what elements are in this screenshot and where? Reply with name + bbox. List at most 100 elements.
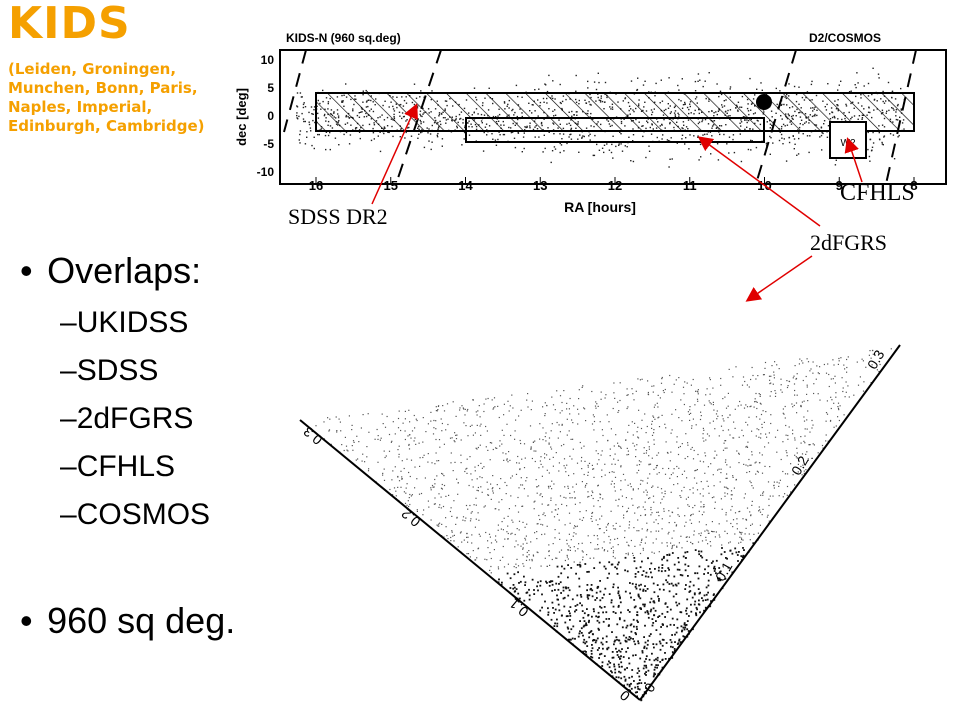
cone-dot (672, 595, 675, 598)
cone-dot (695, 469, 697, 471)
cone-dot (450, 462, 452, 464)
galaxy-dot (610, 151, 613, 154)
cone-dot (540, 523, 542, 525)
cone-dot (568, 631, 571, 634)
cone-dot (635, 390, 637, 392)
cone-dot (724, 447, 726, 449)
galaxy-dot (869, 160, 871, 162)
cone-dot (517, 565, 520, 567)
galaxy-dot (630, 160, 632, 162)
cone-dot (638, 675, 641, 678)
cone-dot (608, 561, 611, 564)
cone-dot (642, 590, 645, 592)
cone-dot (663, 555, 665, 558)
cone-dot (643, 660, 646, 663)
cone-dot (650, 562, 653, 565)
cone-dot (422, 441, 424, 443)
cone-dot (688, 536, 690, 538)
cone-dot (653, 552, 655, 554)
cone-dot (471, 511, 473, 513)
cone-dot (382, 474, 384, 476)
cone-dot (401, 460, 403, 462)
cone-dot (675, 379, 677, 381)
cone-dot (668, 531, 670, 533)
cone-dot (770, 375, 772, 377)
cone-dot (508, 451, 510, 453)
cone-dot (353, 441, 355, 443)
cone-dot (805, 469, 807, 471)
cone-dot (627, 638, 630, 641)
bullet-marker: • (20, 600, 33, 641)
galaxy-dot (503, 133, 506, 136)
cone-dot (527, 393, 529, 395)
cone-dot (678, 568, 681, 571)
galaxy-dot (554, 148, 557, 150)
cone-dot (624, 679, 627, 682)
cone-dot (571, 458, 573, 460)
cone-dot (692, 513, 694, 515)
cone-dot (690, 541, 692, 543)
cone-dot (560, 549, 563, 551)
cone-dot (541, 606, 543, 609)
cone-dot (338, 418, 340, 420)
cone-dot (843, 364, 845, 366)
cone-dot (749, 539, 751, 541)
cone-dot (393, 487, 396, 489)
cone-dot (686, 620, 689, 622)
cone-dot (535, 479, 537, 481)
cone-dot (796, 447, 798, 449)
cone-dot (661, 378, 663, 380)
cone-dot (632, 442, 634, 444)
galaxy-dot (569, 133, 571, 136)
galaxy-dot (358, 131, 361, 133)
cone-dot (578, 585, 581, 588)
cone-dot (652, 485, 654, 487)
cone-dot (635, 449, 637, 451)
cone-dot (611, 563, 614, 566)
galaxy-dot (637, 77, 639, 79)
cone-dot (462, 519, 464, 521)
cone-dot (769, 395, 771, 397)
cone-dot (733, 421, 735, 423)
cone-dot (510, 533, 512, 535)
cone-dot (605, 618, 608, 620)
galaxy-dot (318, 133, 320, 136)
galaxy-dot (723, 133, 725, 136)
galaxy-dot (383, 132, 385, 135)
cone-dot (632, 488, 634, 490)
cone-dot (472, 550, 474, 552)
cone-dot (598, 621, 601, 624)
cone-dot (658, 416, 660, 418)
cone-dot (591, 390, 593, 393)
cone-dot (489, 459, 491, 461)
galaxy-dot (587, 80, 589, 83)
x-tick-label: 12 (608, 178, 622, 193)
cone-dot (709, 379, 711, 381)
cone-dot (535, 450, 537, 452)
cone-dot (678, 542, 680, 544)
cone-dot (591, 520, 593, 522)
cone-dot (656, 465, 658, 467)
cone-dot (838, 357, 840, 360)
cone-dot (533, 450, 535, 452)
cone-dot (507, 525, 509, 527)
cone-dot (829, 420, 832, 422)
cone-dot (756, 428, 758, 430)
cone-dot (529, 567, 531, 569)
cone-dot (632, 552, 634, 554)
cone-dot (434, 497, 436, 499)
cone-dot (525, 559, 528, 561)
cone-dot (455, 415, 457, 417)
cone-dot (726, 557, 728, 560)
cone-dot (637, 507, 639, 509)
cone-dot (432, 486, 434, 488)
cone-dot (585, 622, 587, 625)
cone-dot (639, 657, 642, 660)
cone-dot (583, 445, 585, 447)
cone-dot (634, 586, 637, 588)
cone-dot (778, 482, 780, 484)
cone-dot (408, 444, 410, 446)
cone-dot (499, 559, 501, 561)
cone-dot (548, 550, 550, 552)
cone-dot (674, 633, 676, 636)
